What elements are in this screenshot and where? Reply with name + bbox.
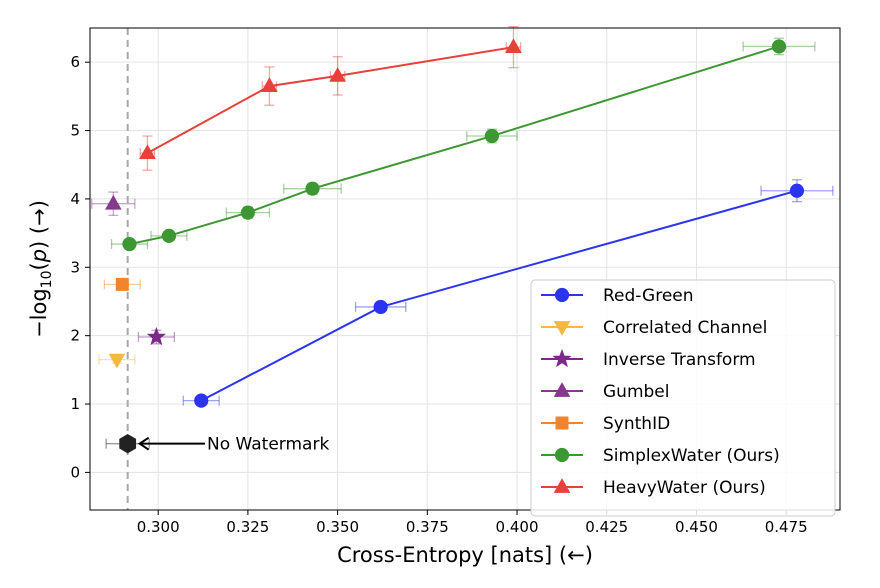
x-tick-label: 0.425	[585, 518, 628, 536]
y-tick-label: 0	[70, 463, 80, 481]
x-tick-label: 0.375	[406, 518, 449, 536]
y-tick-label: 5	[70, 122, 80, 140]
y-tick-label: 3	[70, 258, 80, 276]
legend-swatch-marker	[553, 382, 571, 397]
simplexwater-ours-point	[771, 39, 787, 54]
legend-label: SimplexWater (Ours)	[603, 446, 780, 466]
y-axis-title-suffix: (→)	[27, 200, 51, 234]
legend-label: Red-Green	[603, 286, 694, 306]
series-synthid	[103, 277, 141, 291]
legend-item-heavywater-ours: HeavyWater (Ours)	[541, 478, 766, 498]
legend-box	[530, 279, 836, 517]
y-axis-title-subscript: 10	[39, 270, 55, 288]
x-tick-label: 0.325	[226, 518, 269, 536]
legend: Red-Green Correlated Channel Inverse Trans…	[530, 279, 836, 517]
legend-swatch-marker	[552, 348, 572, 368]
y-axis-ticks: 0 1 2 3 4 5 6	[70, 53, 90, 481]
x-axis-ticks: 0.300 0.325 0.350 0.375 0.400 0.425 0.450 0.475	[137, 510, 808, 536]
legend-swatch-marker	[555, 416, 569, 430]
red-green-point	[789, 183, 805, 198]
plot-frame	[89, 27, 841, 511]
simplexwater-ours-point	[240, 205, 255, 220]
series-no-watermark	[105, 434, 150, 454]
series-heavywater-ours	[139, 25, 522, 171]
series-layer	[91, 25, 834, 454]
y-axis-title: −log10(p) (→)	[27, 200, 55, 338]
legend-swatch-marker	[553, 321, 571, 336]
legend-label: SynthID	[603, 414, 670, 434]
heavywater-ours-point	[329, 67, 346, 82]
heavywater-ours-line	[146, 46, 514, 154]
x-tick-label: 0.450	[675, 518, 718, 536]
legend-item-gumbel: Gumbel	[541, 382, 669, 402]
legend-swatch-marker	[553, 478, 571, 493]
series-inverse-transform	[137, 326, 175, 346]
red-green-point	[194, 393, 209, 408]
legend-swatch-marker	[554, 287, 570, 303]
legend-label: HeavyWater (Ours)	[603, 478, 766, 498]
x-axis-title: Cross-Entropy [nats] (←)	[337, 543, 593, 567]
no-watermark-arrow-head	[137, 436, 150, 451]
legend-item-simplexwater-ours: SimplexWater (Ours)	[541, 446, 780, 466]
legend-swatch-marker	[554, 447, 570, 463]
x-tick-label: 0.350	[316, 518, 359, 536]
y-tick-label: 4	[70, 190, 80, 208]
y-axis-title-prefix: −log	[27, 288, 51, 338]
y-axis-title-variable: p	[27, 249, 51, 263]
legend-label: Gumbel	[603, 382, 669, 402]
gumbel-point	[105, 194, 122, 210]
synthid-point	[115, 277, 129, 291]
x-tick-label: 0.300	[137, 518, 180, 536]
y-tick-label: 6	[70, 53, 80, 71]
legend-label: Inverse Transform	[603, 350, 756, 370]
simplexwater-ours-point	[122, 236, 137, 252]
y-tick-label: 2	[70, 327, 80, 345]
red-green-point	[373, 299, 388, 315]
series-gumbel	[91, 191, 136, 216]
inverse-transform-point	[146, 326, 166, 346]
heavywater-ours-point	[505, 38, 522, 54]
legend-item-inverse-transform: Inverse Transform	[541, 348, 756, 370]
y-tick-label: 1	[70, 395, 80, 413]
legend-label: Correlated Channel	[603, 318, 767, 338]
legend-item-correlated-channel: Correlated Channel	[541, 318, 767, 338]
series-simplexwater-ours	[110, 37, 816, 252]
correlated-channel-point	[108, 353, 126, 369]
simplexwater-ours-point	[484, 128, 500, 144]
heavywater-ours-point	[261, 77, 278, 93]
simplexwater-ours-point	[161, 228, 177, 243]
no-watermark-label: No Watermark	[207, 435, 329, 455]
simplexwater-ours-point	[305, 181, 320, 196]
x-tick-label: 0.475	[765, 518, 808, 536]
legend-item-red-green: Red-Green	[541, 286, 694, 306]
legend-item-synthid: SynthID	[541, 414, 670, 434]
series-red-green	[182, 179, 834, 408]
annotation-layer: No Watermark	[137, 435, 329, 455]
heavywater-ours-point	[139, 144, 156, 160]
x-tick-label: 0.400	[496, 518, 539, 536]
series-correlated-channel	[98, 353, 136, 369]
no-watermark-point	[119, 434, 137, 454]
